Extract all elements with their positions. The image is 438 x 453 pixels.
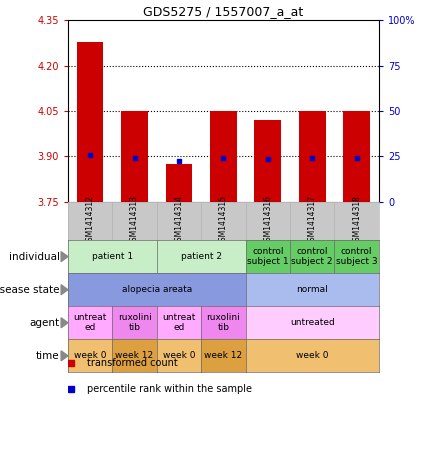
Text: ruxolini
tib: ruxolini tib: [206, 313, 240, 333]
Text: patient 1: patient 1: [92, 252, 133, 261]
Bar: [299, 111, 325, 202]
Text: GSM1414318: GSM1414318: [352, 195, 361, 246]
Bar: [254, 120, 281, 202]
Text: individual: individual: [9, 251, 60, 262]
Text: disease state: disease state: [0, 284, 60, 295]
Text: GSM1414315: GSM1414315: [219, 195, 228, 246]
Text: untreated: untreated: [290, 318, 335, 327]
Text: week 12: week 12: [204, 352, 243, 360]
Text: ruxolini
tib: ruxolini tib: [118, 313, 152, 333]
Text: week 12: week 12: [116, 352, 154, 360]
Text: alopecia areata: alopecia areata: [122, 285, 192, 294]
Text: week 0: week 0: [296, 352, 328, 360]
Bar: [343, 111, 370, 202]
Text: percentile rank within the sample: percentile rank within the sample: [87, 384, 251, 394]
Bar: [121, 111, 148, 202]
Text: GSM1414313: GSM1414313: [130, 195, 139, 246]
Text: GSM1414317: GSM1414317: [308, 195, 317, 246]
Bar: [166, 164, 192, 202]
Text: untreat
ed: untreat ed: [74, 313, 107, 333]
Text: control
subject 3: control subject 3: [336, 247, 378, 266]
Text: GSM1414316: GSM1414316: [263, 195, 272, 246]
Polygon shape: [61, 318, 68, 328]
Text: transformed count: transformed count: [87, 358, 177, 368]
Text: control
subject 2: control subject 2: [291, 247, 333, 266]
Title: GDS5275 / 1557007_a_at: GDS5275 / 1557007_a_at: [143, 5, 304, 18]
Polygon shape: [61, 285, 68, 294]
Text: agent: agent: [30, 318, 60, 328]
Text: week 0: week 0: [74, 352, 106, 360]
Bar: [210, 111, 237, 202]
Text: control
subject 1: control subject 1: [247, 247, 289, 266]
Text: week 0: week 0: [162, 352, 195, 360]
Text: untreat
ed: untreat ed: [162, 313, 196, 333]
Text: normal: normal: [297, 285, 328, 294]
Text: patient 2: patient 2: [180, 252, 222, 261]
Text: time: time: [36, 351, 60, 361]
Text: GSM1414314: GSM1414314: [174, 195, 184, 246]
Polygon shape: [61, 252, 68, 261]
Text: GSM1414312: GSM1414312: [85, 195, 95, 246]
Bar: [77, 42, 103, 202]
Polygon shape: [61, 351, 68, 361]
